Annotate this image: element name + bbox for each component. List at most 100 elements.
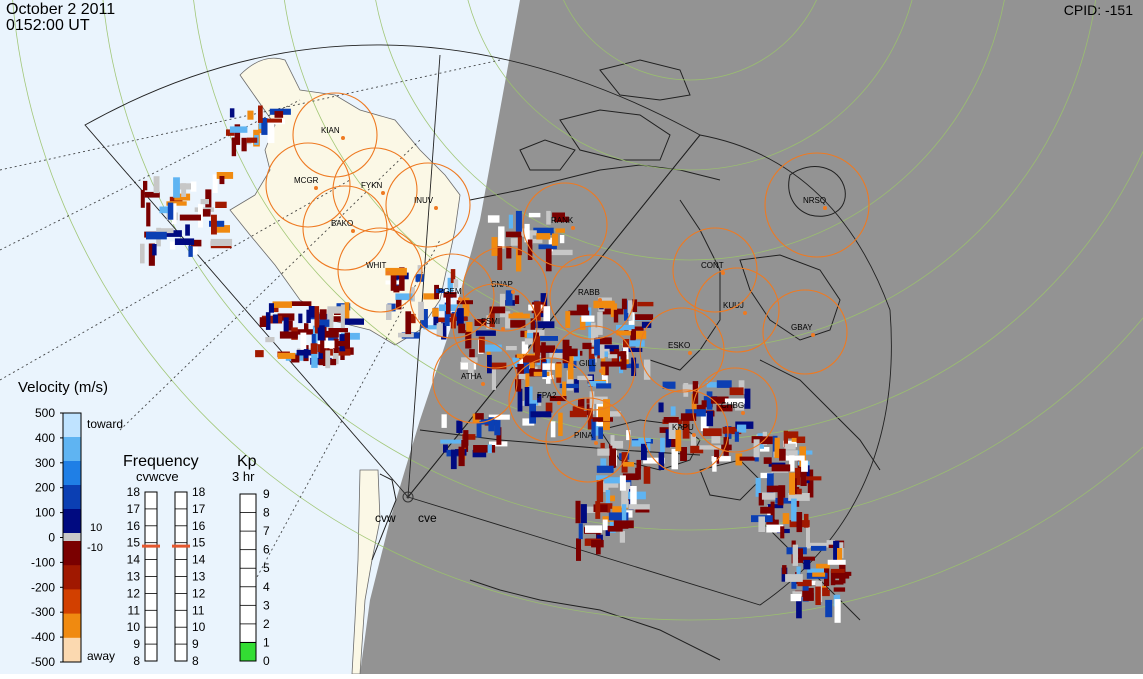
station-dot-fykn bbox=[381, 191, 385, 195]
frequency-tick-right: 11 bbox=[192, 603, 205, 617]
frequency-tick-left: 16 bbox=[127, 519, 141, 533]
station-circle-kuuj bbox=[694, 267, 780, 353]
station-dot-rabb bbox=[598, 298, 602, 302]
station-dot-whit bbox=[386, 271, 390, 275]
kp-bar-fill bbox=[239, 641, 257, 662]
station-circle-pina bbox=[545, 397, 631, 483]
velocity-toward-label: toward bbox=[87, 417, 123, 431]
frequency-legend-title: Frequency bbox=[123, 453, 199, 470]
kp-legend-subtitle: 3 hr bbox=[232, 469, 255, 484]
station-dot-inuv bbox=[434, 206, 438, 210]
velocity-tick-label: -400 bbox=[31, 630, 55, 644]
radar-label-cvw: cvw bbox=[375, 511, 396, 525]
radar-site-marker bbox=[402, 491, 414, 503]
station-dot-fpa2 bbox=[557, 401, 561, 405]
station-dot-pina bbox=[594, 441, 598, 445]
night-coastlines bbox=[371, 59, 881, 661]
frequency-tick-right: 14 bbox=[192, 553, 206, 567]
velocity-swatch-zero bbox=[63, 533, 81, 541]
frequency-tick-left: 17 bbox=[127, 502, 141, 516]
station-label-nrsq: NRSQ bbox=[803, 196, 826, 205]
kp-bar-frame bbox=[239, 493, 257, 662]
velocity-tick-label: -200 bbox=[31, 580, 55, 594]
kp-tick-label: 8 bbox=[263, 506, 270, 520]
station-circle-cont bbox=[672, 227, 758, 313]
station-dot-pgem bbox=[458, 297, 462, 301]
velocity-swatch-away-0 bbox=[63, 541, 81, 566]
station-dot-rank bbox=[571, 226, 575, 230]
velocity-minus-threshold: -10 bbox=[87, 542, 103, 554]
station-circle-inuv bbox=[385, 162, 471, 248]
frequency-panels: 18 18 17 17 16 16 15 15 14 14 13 13 12 12 11 11 10 10 9 9 8 8 bbox=[127, 485, 206, 668]
frequency-tick-left: 9 bbox=[133, 637, 140, 651]
velocity-tick-label: -500 bbox=[31, 655, 55, 669]
frequency-tick-left: 13 bbox=[127, 570, 141, 584]
kp-tick-label: 7 bbox=[263, 524, 270, 538]
station-circle-bako bbox=[302, 185, 388, 271]
station-dot-cont bbox=[721, 271, 725, 275]
velocity-tick-label: -300 bbox=[31, 605, 55, 619]
frequency-tick-left: 18 bbox=[127, 485, 141, 499]
velocity-swatch-away-2 bbox=[63, 589, 81, 615]
station-dot-bako bbox=[351, 229, 355, 233]
station-label-gbay: GBAY bbox=[791, 323, 813, 332]
frequency-tick-right: 18 bbox=[192, 485, 206, 499]
kp-tick-label: 0 bbox=[263, 654, 270, 668]
station-label-chbg: CHBG bbox=[721, 401, 744, 410]
station-dot-mcgr bbox=[314, 186, 318, 190]
station-circle-fpa2 bbox=[508, 357, 594, 443]
velocity-swatch-toward-3 bbox=[63, 485, 81, 510]
station-label-pina: PINA bbox=[574, 431, 593, 440]
kp-index-bar: 9 8 7 6 5 4 3 2 1 0 bbox=[239, 487, 270, 668]
station-circle-fsmi bbox=[452, 283, 538, 369]
night-side bbox=[360, 0, 1143, 674]
velocity-tick-label: -100 bbox=[31, 555, 55, 569]
station-label-rabb: RABB bbox=[578, 288, 600, 297]
kp-tick-label: 4 bbox=[263, 580, 270, 594]
station-circle-gill bbox=[550, 325, 636, 411]
station-label-fsmi: FSMI bbox=[481, 317, 500, 326]
station-circle-chbg bbox=[692, 367, 778, 453]
velocity-swatch-toward-1 bbox=[63, 437, 81, 462]
frequency-tick-left: 14 bbox=[127, 553, 141, 567]
station-dot-kapu bbox=[692, 433, 696, 437]
station-label-fpa2: FPA2 bbox=[537, 391, 557, 400]
velocity-swatch-toward-2 bbox=[63, 461, 81, 486]
station-circle-mcgr bbox=[265, 142, 351, 228]
station-circle-rabb bbox=[549, 254, 635, 340]
station-dot-esko bbox=[688, 351, 692, 355]
frequency-tick-left: 15 bbox=[127, 536, 141, 550]
velocity-swatch-away-3 bbox=[63, 613, 81, 639]
station-label-cont: CONT bbox=[701, 261, 724, 270]
station-label-kuuj: KUUJ bbox=[723, 301, 744, 310]
velocity-plus-threshold: 10 bbox=[90, 522, 102, 534]
velocity-tick-label: 300 bbox=[35, 456, 55, 470]
velocity-swatch-away-4 bbox=[63, 637, 81, 663]
frequency-tick-right: 8 bbox=[192, 654, 199, 668]
kp-tick-label: 3 bbox=[263, 598, 270, 612]
kp-tick-label: 9 bbox=[263, 487, 270, 501]
kp-tick-label: 6 bbox=[263, 543, 270, 557]
station-circle-nrsq bbox=[764, 152, 870, 258]
date-label: October 2 2011 bbox=[6, 1, 116, 18]
station-dot-kian bbox=[341, 136, 345, 140]
station-circle-fykn bbox=[332, 147, 418, 233]
kp-legend-title: Kp bbox=[237, 453, 257, 470]
velocity-tick-label: 0 bbox=[48, 531, 55, 545]
velocity-tick-label: 200 bbox=[35, 481, 55, 495]
frequency-tick-right: 16 bbox=[192, 519, 206, 533]
station-label-kapu: KAPU bbox=[672, 423, 694, 432]
land-west-coast bbox=[351, 469, 381, 675]
frequency-tick-left: 10 bbox=[127, 620, 141, 634]
station-dot-gbay bbox=[811, 333, 815, 337]
station-label-atha: ATHA bbox=[461, 372, 482, 381]
station-label-bako: BAKO bbox=[331, 219, 353, 228]
station-dot-snap bbox=[511, 290, 515, 294]
frequency-tick-right: 15 bbox=[192, 536, 206, 550]
latitude-grid bbox=[12, 0, 1143, 621]
station-circle-snap bbox=[462, 246, 548, 332]
station-circle-atha bbox=[432, 338, 518, 424]
velocity-legend-title: Velocity (m/s) bbox=[18, 379, 108, 396]
velocity-away-label: away bbox=[87, 649, 115, 663]
